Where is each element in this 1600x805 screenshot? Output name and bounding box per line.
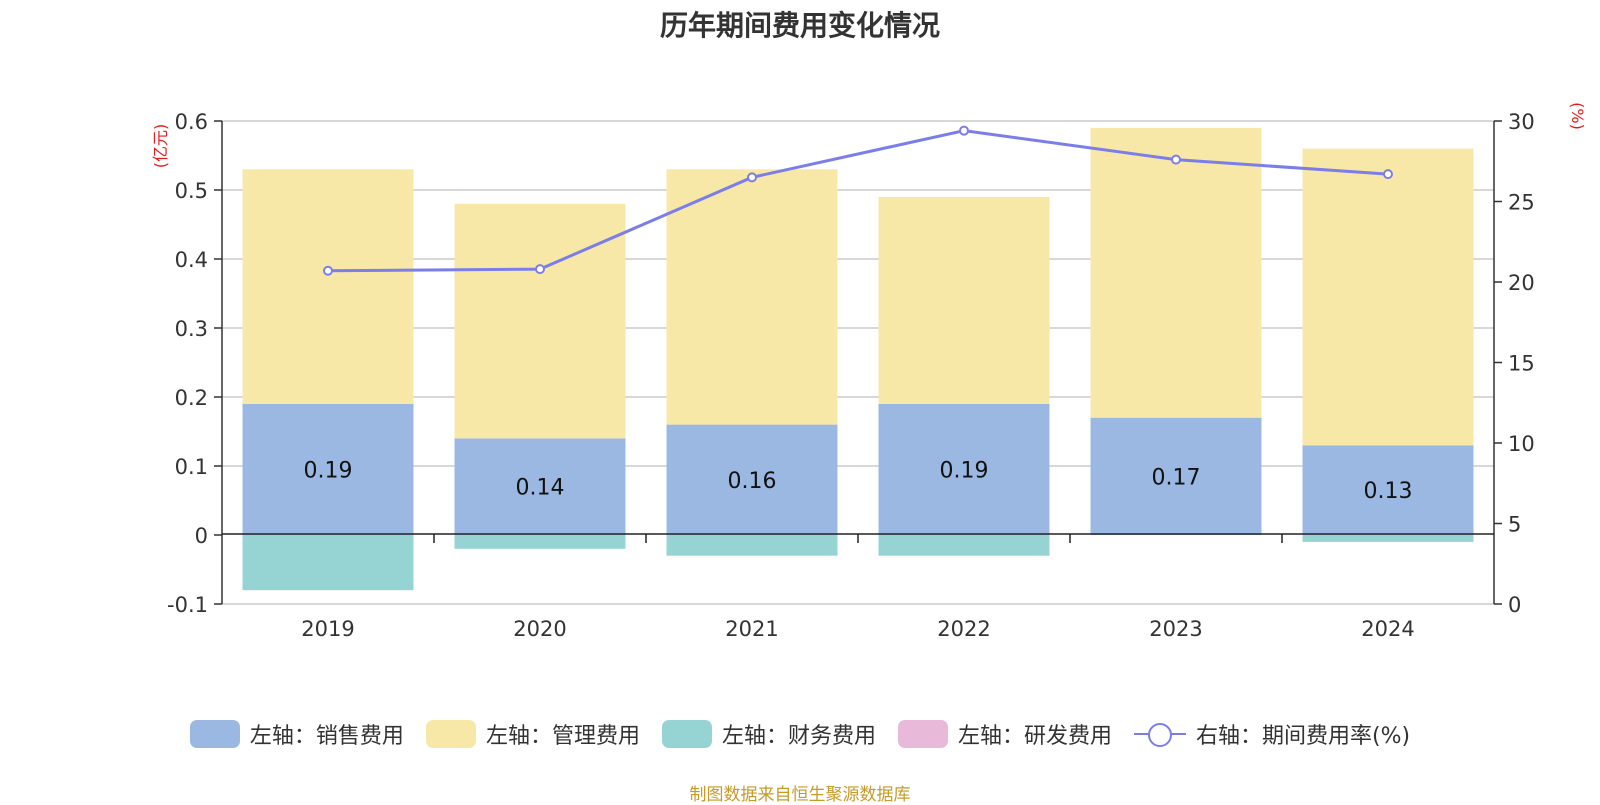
- bar-左轴：管理费用-2024: [1302, 148, 1474, 446]
- bar-左轴：销售费用-2023: [1090, 417, 1262, 535]
- bar-value-label: 0.13: [1364, 479, 1413, 504]
- left-tick-label: 0.1: [175, 455, 208, 479]
- left-tick-label: 0.6: [175, 110, 208, 134]
- color-swatch: [425, 720, 476, 748]
- left-tick-label: 0.5: [175, 179, 208, 203]
- right-tick-label: 25: [1508, 191, 1535, 215]
- line-marker-icon: [1133, 720, 1186, 748]
- bar-左轴：销售费用-2020: [454, 438, 626, 535]
- rate-point-2021: [747, 172, 757, 183]
- bar-value-label: 0.17: [1152, 465, 1201, 490]
- right-tick-label: 20: [1508, 271, 1535, 295]
- bar-左轴：财务费用-2020: [454, 535, 626, 549]
- bar-左轴：销售费用-2022: [878, 403, 1050, 535]
- right-tick-label: 30: [1508, 110, 1535, 134]
- bar-value-label: 0.19: [304, 458, 353, 483]
- rate-point-2019: [323, 265, 333, 276]
- bar-左轴：销售费用-2024: [1302, 445, 1474, 535]
- bar-左轴：财务费用-2021: [666, 535, 838, 556]
- x-tick-label: 2024: [1361, 617, 1414, 641]
- data-labels: 0.19 0.14 0.16 0.19 0.17 0.13: [304, 458, 1413, 504]
- right-axis-unit: (%): [1568, 102, 1587, 130]
- x-tick-label: 2021: [725, 617, 778, 641]
- legend-item[interactable]: 左轴：管理费用: [425, 718, 640, 750]
- x-tick-label: 2020: [513, 617, 566, 641]
- left-tick-label: 0.2: [175, 386, 208, 410]
- bar-value-label: 0.19: [940, 458, 989, 483]
- legend-label: 左轴：管理费用: [485, 724, 640, 749]
- bar-左轴：财务费用-2024: [1302, 535, 1474, 542]
- bar-value-label: 0.16: [728, 469, 777, 494]
- legend-item[interactable]: 左轴：财务费用: [661, 718, 876, 750]
- left-tick-label: 0.4: [175, 248, 208, 272]
- chart-area: -0.1 0 0.1 0.2 0.3 0.4 0.5 0.6 0 5 10 15 20 25 30 2019 2…: [151, 102, 1587, 641]
- bar-左轴：销售费用-2021: [666, 424, 838, 535]
- axes: -0.1 0 0.1 0.2 0.3 0.4 0.5 0.6 0 5 10 15 20 25 30 2019 2…: [167, 110, 1535, 641]
- bar-左轴：管理费用-2021: [666, 169, 838, 425]
- chart-title: 历年期间费用变化情况: [659, 9, 940, 42]
- legend: 左轴：销售费用 左轴：管理费用 左轴：财务费用 左轴：研发费用 右轴：期间费用率(%): [0, 718, 1600, 750]
- rate-line: [323, 125, 1393, 276]
- color-swatch: [189, 720, 240, 748]
- left-tick-label: -0.1: [167, 593, 208, 617]
- rate-point-2023: [1171, 154, 1181, 165]
- legend-item[interactable]: 右轴：期间费用率(%): [1133, 718, 1411, 750]
- bar-左轴：销售费用-2019: [242, 403, 414, 535]
- legend-item[interactable]: 左轴：销售费用: [189, 718, 404, 750]
- bar-左轴：管理费用-2019: [242, 169, 414, 404]
- left-tick-label: 0: [195, 524, 208, 548]
- legend-label: 右轴：期间费用率(%): [1195, 724, 1411, 749]
- rate-point-2024: [1383, 169, 1393, 180]
- x-tick-label: 2023: [1149, 617, 1202, 641]
- color-swatch: [661, 720, 712, 748]
- gridlines: [222, 120, 1494, 605]
- source-note: 制图数据来自恒生聚源数据库: [689, 785, 911, 805]
- legend-label: 左轴：研发费用: [957, 724, 1112, 749]
- right-tick-label: 0: [1508, 593, 1521, 617]
- x-tick-label: 2019: [301, 617, 354, 641]
- bars: [242, 127, 1474, 591]
- right-tick-label: 5: [1508, 513, 1521, 537]
- right-tick-label: 10: [1508, 432, 1535, 456]
- rate-point-2020: [535, 264, 545, 275]
- bar-value-label: 0.14: [516, 476, 565, 501]
- x-tick-label: 2022: [937, 617, 990, 641]
- bar-左轴：财务费用-2022: [878, 535, 1050, 556]
- bar-左轴：财务费用-2019: [242, 535, 414, 591]
- right-tick-label: 15: [1508, 352, 1535, 376]
- bar-左轴：管理费用-2023: [1090, 127, 1262, 418]
- rate-point-2022: [959, 125, 969, 136]
- legend-label: 左轴：销售费用: [249, 724, 404, 749]
- color-swatch: [897, 720, 948, 748]
- left-axis-unit: (亿元): [151, 124, 170, 169]
- rate-polyline: [327, 129, 1389, 273]
- bar-左轴：管理费用-2020: [454, 203, 626, 439]
- bar-左轴：管理费用-2022: [878, 196, 1050, 404]
- legend-label: 左轴：财务费用: [721, 724, 876, 749]
- legend-item[interactable]: 左轴：研发费用: [897, 718, 1112, 750]
- left-tick-label: 0.3: [175, 317, 208, 341]
